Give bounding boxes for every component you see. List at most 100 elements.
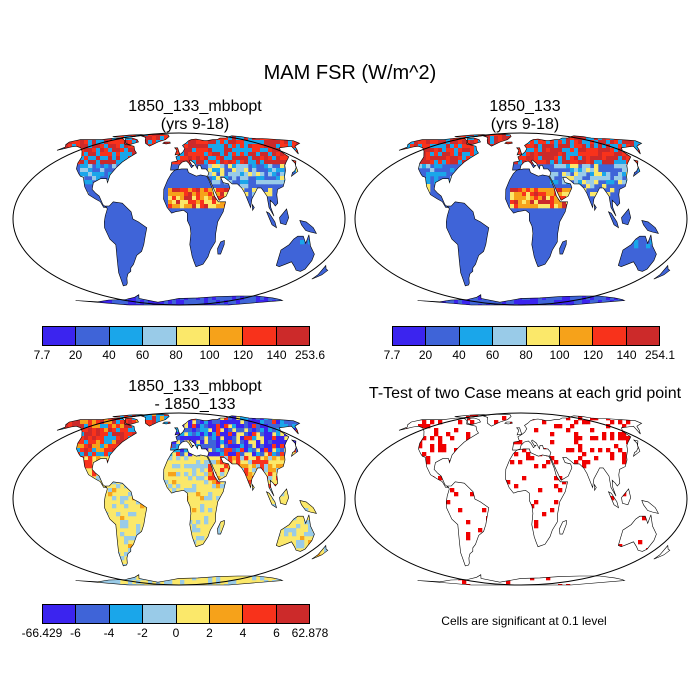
colorbar-tick-label: -4 xyxy=(103,626,115,640)
coastline-sumatra xyxy=(265,491,277,509)
coastline-sumatra xyxy=(265,211,277,229)
colorbar-tick-label: 120 xyxy=(582,348,604,362)
colorbar-2-ticks: 7.7 20 40 60 80 100 120 140 254.1 xyxy=(384,348,675,364)
coastline-northAmerica xyxy=(398,137,479,208)
map-panel-3 xyxy=(12,412,346,586)
coastline-borneo xyxy=(279,208,290,226)
coastline-eurasia xyxy=(512,415,643,497)
coastline-madagascar xyxy=(559,240,567,255)
colorbar-swatch xyxy=(426,327,460,345)
coastline-antarctica xyxy=(75,574,284,586)
coastline-antarctica xyxy=(75,294,284,306)
coastline-africa xyxy=(505,448,568,548)
coastline-southAmerica xyxy=(103,481,148,567)
coastline-madagascar xyxy=(217,520,225,535)
colorbar-swatch xyxy=(243,327,277,345)
colorbar-1-ticks: 7.7 20 40 60 80 100 120 140 253.6 xyxy=(34,348,325,364)
colorbar-tick-label: 254.1 xyxy=(644,348,676,362)
coastline-newGuinea xyxy=(299,499,317,514)
colorbar-swatch xyxy=(459,327,494,345)
coastline-newZealand xyxy=(311,544,329,560)
coastline-eurasia xyxy=(170,135,301,217)
panel-3-title-line1: 1850_133_mbbopt xyxy=(128,378,262,395)
colorbar-tick-label: 100 xyxy=(199,348,220,362)
coastline-sriLanka xyxy=(593,483,597,492)
colorbar-tick-label: 120 xyxy=(232,348,254,362)
colorbar-swatch xyxy=(143,327,177,345)
colorbar-tick-label: 7.7 xyxy=(383,348,401,362)
colorbar-swatch xyxy=(43,605,77,623)
coastline-sriLanka xyxy=(251,203,255,212)
colorbar-swatch xyxy=(176,605,210,623)
colorbar-tick-label: 62.878 xyxy=(291,626,329,640)
colorbar-swatch xyxy=(393,327,427,345)
coastline-africa xyxy=(505,168,568,268)
coastline-baffin xyxy=(467,137,481,146)
colorbar-tick-label: -6 xyxy=(70,626,81,640)
coastline-borneo xyxy=(621,208,632,226)
coastline-eurasia xyxy=(170,415,301,497)
coastline-newGuinea xyxy=(641,499,659,514)
coastline-sriLanka xyxy=(593,203,597,212)
coastline-antarctica xyxy=(417,574,626,586)
globe-outline xyxy=(354,412,688,586)
panel-4-title: T-Test of two Case means at each grid po… xyxy=(355,385,695,403)
figure-title: MAM FSR (W/m^2) xyxy=(263,62,437,84)
colorbar-tick-label: 60 xyxy=(135,348,150,362)
coastline-madagascar xyxy=(559,520,567,535)
colorbar-swatch xyxy=(76,327,110,345)
colorbar-3-ticks: -66.429 -6 -4 -2 0 2 4 6 62.878 xyxy=(22,626,329,642)
colorbar-tick-label: 0 xyxy=(172,626,180,640)
colorbar-swatch xyxy=(626,327,659,345)
colorbar-tick-label: 2 xyxy=(206,626,213,640)
coastline-japan xyxy=(290,159,299,177)
map-panel-4 xyxy=(354,412,688,586)
colorbar-swatch xyxy=(276,327,309,345)
colorbar-2 xyxy=(392,326,660,346)
coastline-australia xyxy=(617,514,657,552)
coastline-northAmerica xyxy=(398,417,479,488)
colorbar-tick-label: 100 xyxy=(549,348,570,362)
coastline-sumatra xyxy=(607,211,619,229)
panel-1-title: 1850_133_mbbopt (yrs 9-18) xyxy=(55,98,335,134)
coastline-iceland xyxy=(504,421,513,425)
colorbar-tick-label: 60 xyxy=(485,348,500,362)
colorbar-tick-label: 20 xyxy=(418,348,433,362)
globe-outline xyxy=(354,132,688,306)
coastline-greenland xyxy=(482,133,512,147)
colorbar-tick-label: -66.429 xyxy=(21,626,63,640)
panel-4-title-line1: T-Test of two Case means at each grid po… xyxy=(368,385,682,402)
colorbar-tick-label: 80 xyxy=(519,348,533,362)
coastline-greenland xyxy=(140,413,170,427)
colorbar-tick-label: 80 xyxy=(169,348,183,362)
coastline-newGuinea xyxy=(641,219,659,234)
coastline-baffin xyxy=(125,137,139,146)
colorbar-swatch xyxy=(209,605,244,623)
coastline-greenland xyxy=(140,133,170,147)
globe-outline xyxy=(12,132,346,306)
coastline-japan xyxy=(290,439,299,457)
colorbar-1 xyxy=(42,326,310,346)
coastline-northAmerica xyxy=(56,417,137,488)
panel-2-title-line2: (yrs 9-18) xyxy=(490,116,560,133)
colorbar-swatch xyxy=(143,605,177,623)
colorbar-tick-label: -2 xyxy=(137,626,148,640)
coastline-iceland xyxy=(504,141,513,145)
colorbar-swatch xyxy=(593,327,627,345)
panel-1-title-line2: (yrs 9-18) xyxy=(160,116,230,133)
colorbar-tick-label: 253.6 xyxy=(294,348,326,362)
panel-1-title-line1: 1850_133_mbbopt xyxy=(128,98,262,115)
coastline-africa xyxy=(163,168,226,268)
colorbar-swatch xyxy=(76,605,110,623)
coastline-greenland xyxy=(482,413,512,427)
coastline-newZealand xyxy=(311,264,329,280)
coastline-baffin xyxy=(125,417,139,426)
colorbar-tick-label: 140 xyxy=(616,348,637,362)
map-panel-1 xyxy=(12,132,346,306)
coastline-uk xyxy=(516,147,523,156)
coastline-baffin xyxy=(467,417,481,426)
coastline-iceland xyxy=(162,141,171,145)
coastline-antarctica xyxy=(417,294,626,306)
colorbar-tick-label: 20 xyxy=(68,348,83,362)
colorbar-swatch xyxy=(493,327,527,345)
